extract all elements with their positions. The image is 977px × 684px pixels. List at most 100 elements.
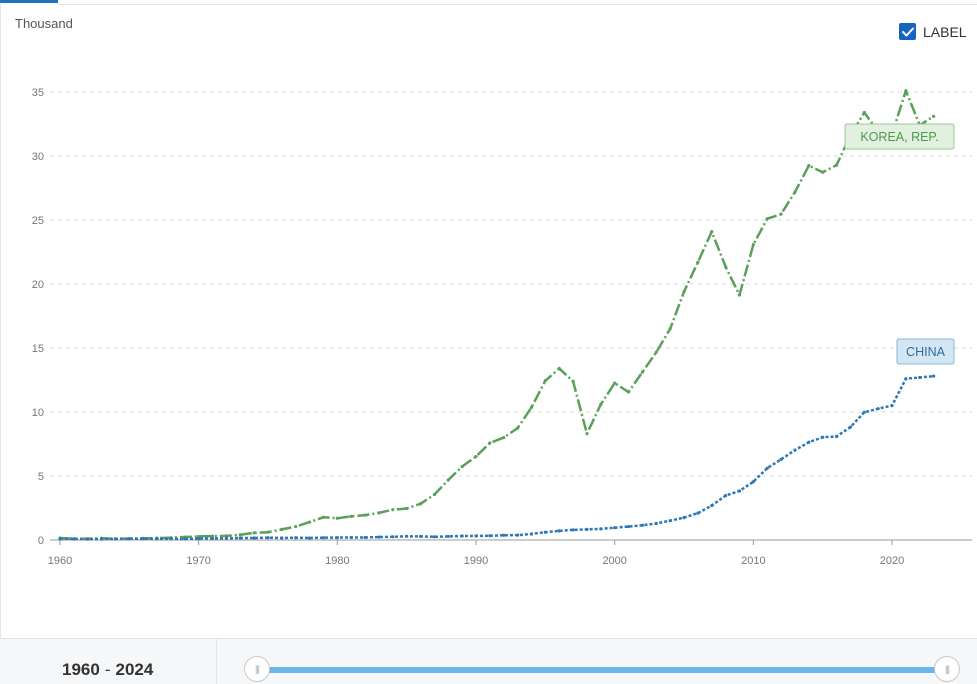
top-border (58, 4, 977, 5)
data-point (377, 511, 381, 515)
checkmark-icon (901, 27, 914, 36)
data-point (626, 524, 631, 529)
series-labels: KOREA, REP. CHINA (844, 123, 955, 365)
data-point (668, 519, 672, 523)
line-chart: 0 5 10 15 20 25 30 35 1960 1970 1980 1990 2000 2010 2… (32, 87, 972, 567)
range-slider-start-handle[interactable]: ||| (244, 656, 270, 682)
data-point (127, 537, 131, 541)
data-point (848, 425, 853, 429)
data-point (224, 536, 229, 540)
data-point (308, 536, 312, 540)
data-point (335, 535, 339, 540)
data-point (58, 537, 62, 541)
range-end: 2024 (115, 660, 154, 679)
data-point (529, 532, 534, 536)
data-point (613, 381, 617, 385)
x-tick-label: 2010 (741, 555, 765, 567)
data-point (571, 528, 575, 532)
y-tick-label: 15 (32, 343, 44, 355)
data-point (654, 521, 658, 526)
data-point (876, 407, 880, 411)
data-point (932, 114, 936, 118)
data-point (807, 440, 811, 444)
data-point (446, 478, 450, 482)
data-point (779, 212, 783, 216)
label-toggle[interactable]: LABEL (899, 23, 967, 40)
data-point (626, 390, 631, 394)
data-point (834, 163, 839, 167)
series-lines (58, 89, 936, 541)
series-line-korea (59, 89, 935, 540)
data-point (918, 375, 922, 380)
data-point (932, 374, 936, 378)
data-point (210, 536, 215, 541)
data-point (100, 537, 104, 541)
data-point (460, 464, 464, 469)
china-label-box (896, 338, 955, 365)
data-point (210, 534, 215, 538)
left-border (0, 4, 1, 638)
data-point (696, 260, 700, 264)
x-tick-labels: 1960 1970 1980 1990 2000 2010 2020 (48, 540, 904, 567)
data-point (141, 537, 145, 541)
data-point (821, 435, 825, 439)
data-point (460, 534, 464, 538)
tab-indicator (0, 0, 58, 3)
data-point (571, 379, 575, 383)
y-tick-label: 5 (38, 471, 44, 483)
series-line-china (59, 374, 934, 541)
data-point (516, 426, 520, 430)
data-point (488, 534, 492, 538)
data-point (793, 190, 797, 194)
x-tick-label: 1970 (186, 555, 210, 567)
range-slider-end-handle[interactable]: ||| (934, 656, 960, 682)
range-separator: - (104, 660, 111, 679)
range-slider-track[interactable] (257, 667, 947, 673)
data-point (585, 432, 589, 436)
data-point (613, 526, 617, 530)
data-point (751, 480, 755, 484)
data-point (640, 523, 645, 527)
data-point (807, 164, 811, 168)
data-point (252, 536, 256, 540)
korea-label: KOREA, REP. (844, 123, 955, 150)
data-point (502, 533, 506, 537)
label-checkbox[interactable] (899, 23, 916, 40)
data-point (821, 170, 825, 174)
data-point (418, 534, 423, 539)
data-point (765, 466, 769, 470)
x-tick-label: 1960 (48, 555, 72, 567)
data-point (557, 366, 561, 371)
data-point (862, 410, 866, 414)
y-tick-label: 35 (32, 87, 44, 99)
data-point (72, 537, 76, 541)
x-tick-label: 1990 (464, 555, 488, 567)
data-point (391, 508, 395, 512)
data-point (280, 536, 284, 540)
data-point (377, 535, 381, 539)
data-point (765, 217, 769, 221)
data-point (904, 89, 908, 93)
china-label-text: CHINA (906, 345, 946, 359)
data-point (737, 293, 742, 297)
china-label: CHINA (896, 338, 955, 365)
data-point (238, 533, 242, 537)
data-point (654, 350, 658, 354)
year-range: 1960-2024 (62, 660, 153, 680)
x-tick-label: 1980 (325, 555, 349, 567)
data-point (862, 110, 866, 115)
data-point (502, 436, 506, 440)
data-point (391, 535, 395, 539)
data-point (280, 527, 284, 531)
data-point (904, 377, 908, 381)
data-point (113, 537, 118, 541)
data-point (197, 536, 201, 541)
data-point (321, 515, 326, 519)
data-point (710, 230, 714, 234)
korea-label-box (844, 123, 955, 150)
y-tick-label: 20 (32, 279, 44, 291)
data-point (682, 290, 686, 294)
data-point (682, 516, 686, 520)
data-point (349, 514, 353, 518)
data-point (432, 492, 437, 497)
